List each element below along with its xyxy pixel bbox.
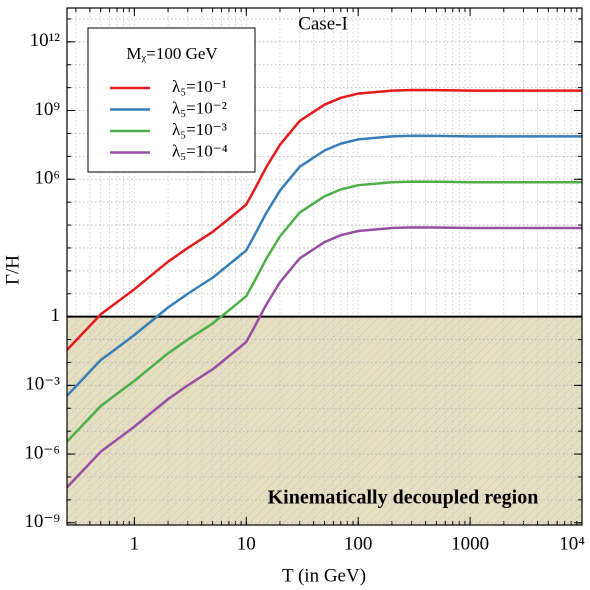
x-tick-label: 1 [130,533,140,554]
y-tick-label: 10⁶ [34,168,60,189]
series-line [67,226,582,489]
x-axis-label: T (in GeV) [282,565,366,586]
y-tick-label: 1 [51,305,61,326]
y-tick-label: 10¹² [30,30,61,51]
legend-label: λ₅=10⁻² [172,98,227,117]
plot-frame [66,7,583,526]
series-line [67,88,582,351]
y-axis-label: Γ/H [2,255,23,285]
plot-layer: 1 10 100 1000 10⁴ 10⁻⁹ 10⁻⁶ 10⁻³ 1 10⁶ 10⁹ 10¹² Mᵪ=1… [24,7,585,554]
legend-label: λ₅=10⁻³ [172,120,227,139]
legend-label: λ₅=10⁻⁴ [172,141,228,160]
series-line [67,134,582,397]
legend-label: λ₅=10⁻¹ [172,77,227,96]
series-group [67,88,582,489]
x-tick-label: 100 [344,533,373,554]
x-tick-label: 10 [237,533,256,554]
y-tick-label: 10⁹ [34,99,60,120]
chart-title: Case-I [298,13,348,34]
y-tick-label: 10⁻⁹ [24,511,60,532]
y-tick-label: 10⁻³ [25,374,60,395]
series-line [67,180,582,443]
legend-box [87,27,256,173]
y-tick-label: 10⁻⁶ [24,442,60,463]
x-tick-label: 10⁴ [559,533,585,554]
annotation: Kinematically decoupled region [268,487,539,509]
legend-title: Mᵪ=100 GeV [126,44,218,63]
x-tick-label: 1000 [451,533,489,554]
